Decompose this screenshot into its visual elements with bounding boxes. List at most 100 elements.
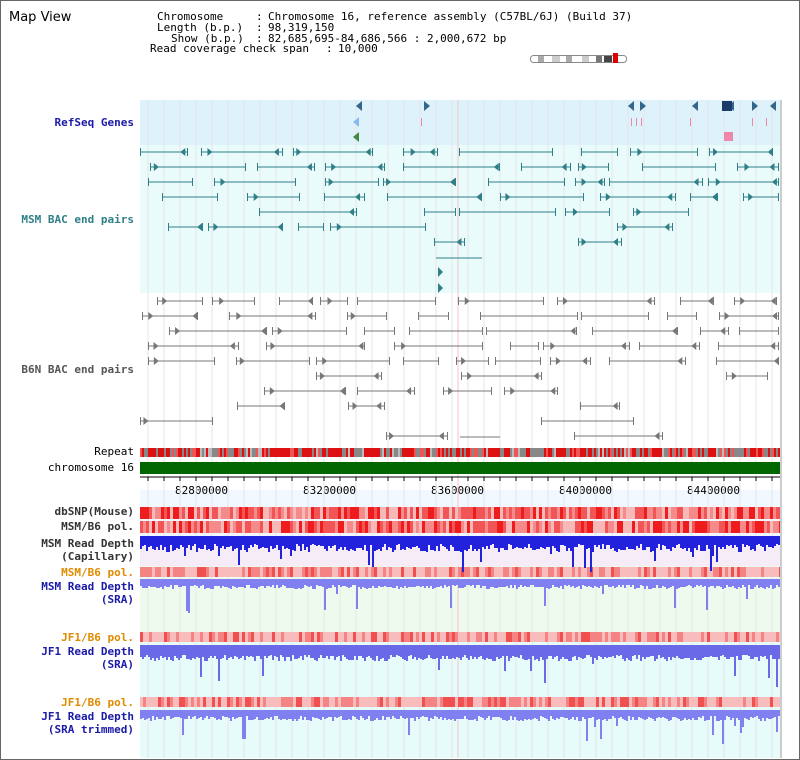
info-length-value: 98,319,150 [268, 21, 335, 34]
msm-b6-pol-strip [317, 521, 320, 533]
msm-b6-pol-strip [398, 521, 401, 533]
dbsnp-strip [443, 507, 446, 519]
msm-capillary-depth-bar [694, 536, 696, 548]
b6n-bac-pair [562, 297, 568, 305]
msm-b6-pol-strip [350, 521, 353, 533]
msm-b6-pol-strip [365, 521, 368, 533]
msm-capillary-depth-bar [758, 536, 760, 544]
jf1-trimmed-depth-bar [402, 710, 404, 718]
jf1-b6-pol-strip [575, 697, 578, 707]
msm-b6-pol-strip [299, 567, 302, 577]
msm-sra-depth-bar [574, 579, 576, 588]
msm-sra-depth-bar [592, 579, 594, 588]
b6n-bac-pair [448, 312, 449, 320]
jf1-sra-depth-bar [748, 645, 750, 656]
jf1-trimmed-depth-bar [394, 710, 396, 718]
jf1-trimmed-depth-bar [586, 710, 588, 741]
msm-b6-pol-strip [698, 567, 701, 577]
jf1-b6-pol-strip [587, 697, 590, 707]
jf1-b6-pol-strip [263, 697, 266, 707]
dbsnp-strip [554, 507, 557, 519]
jf1-trimmed-depth-bar [524, 710, 526, 719]
jf1-b6-pol-strip [515, 697, 518, 707]
msm-capillary-depth-bar [196, 536, 198, 552]
msm-b6-pol-strip [518, 521, 521, 533]
jf1-trimmed-depth-bar [224, 710, 226, 717]
jf1-trimmed-depth-bar [728, 710, 730, 717]
jf1-b6-pol-strip [758, 632, 761, 642]
msm-b6-pol-strip [146, 567, 149, 577]
msm-capillary-depth-bar [578, 536, 580, 544]
jf1-b6-pol-strip [389, 632, 392, 642]
dbsnp-strip [557, 507, 560, 519]
jf1-b6-pol-strip [536, 697, 539, 707]
jf1-b6-pol-strip [251, 632, 254, 642]
chromosome-ideogram[interactable] [530, 53, 628, 63]
msm-sra-depth-bar [170, 579, 172, 585]
msm-bac-pair [148, 178, 149, 186]
msm-b6-pol-strip [689, 567, 692, 577]
b6n-bac-pair [357, 387, 358, 395]
msm-capillary-depth-bar [222, 536, 224, 546]
refseq-gene-mark [640, 101, 646, 111]
msm-capillary-depth-bar [616, 536, 618, 552]
msm-capillary-depth-bar [660, 536, 662, 550]
msm-sra-depth-bar [152, 579, 154, 587]
jf1-b6-pol-strip [191, 632, 194, 642]
msm-bac-pair [220, 178, 226, 186]
dbsnp-strip [605, 507, 608, 519]
jf1-sra-depth-bar [250, 645, 252, 656]
jf1-b6-pol-strip [149, 632, 152, 642]
b6n-bac-pair [550, 387, 556, 395]
jf1-trimmed-depth-bar [490, 710, 492, 720]
jf1-b6-pol-strip [623, 697, 626, 707]
msm-capillary-depth-bar [240, 536, 242, 550]
msm-sra-depth-bar [258, 579, 260, 587]
refseq-exon-mark [641, 118, 642, 126]
msm-b6-pol-strip [425, 521, 428, 533]
jf1-trimmed-depth-bar [612, 710, 614, 716]
jf1-sra-depth-bar [580, 645, 582, 658]
msm-b6-pol-strip [731, 567, 734, 577]
msm-b6-pol-strip [395, 567, 398, 577]
msm-bac-pair [630, 148, 631, 156]
msm-sra-depth-bar [580, 579, 582, 589]
msm-capillary-depth-bar [456, 536, 458, 551]
jf1-b6-pol-strip [254, 632, 257, 642]
msm-b6-pol-strip [548, 521, 551, 533]
msm-bac-pair [708, 178, 709, 186]
jf1-trimmed-depth-bar [356, 710, 358, 719]
repeat-track-segment [306, 448, 308, 457]
repeat-track-segment [170, 448, 172, 457]
msm-sra-depth-bar [446, 579, 448, 587]
msm-capillary-depth-bar [534, 536, 536, 550]
msm-b6-pol-strip [164, 521, 167, 533]
jf1-trimmed-depth-bar [496, 710, 498, 717]
msm-b6-pol-strip [218, 567, 221, 577]
msm-b6-pol-strip [635, 567, 638, 577]
jf1-b6-pol-strip [422, 632, 425, 642]
repeat-track-segment [462, 448, 464, 457]
repeat-track-segment [180, 448, 182, 457]
jf1-trimmed-depth-bar [484, 710, 486, 720]
repeat-track-segment [350, 448, 352, 457]
msm-bac-pair [575, 178, 576, 186]
jf1-sra-depth-bar [502, 645, 504, 656]
jf1-trimmed-depth-bar [672, 710, 674, 717]
msm-sra-depth-bar [456, 579, 458, 585]
msm-sra-depth-bar [382, 579, 384, 587]
msm-capillary-depth-bar [194, 536, 196, 544]
msm-capillary-depth-bar [490, 536, 492, 545]
repeat-track-segment [592, 448, 594, 457]
msm-b6-pol-strip [224, 521, 227, 533]
b6n-bac-pair [699, 342, 700, 350]
b6n-bac-pair [633, 417, 634, 425]
jf1-trimmed-depth-bar [628, 710, 630, 716]
msm-b6-pol-strip [323, 521, 326, 533]
dbsnp-strip [752, 507, 755, 519]
msm-bac-pair [403, 163, 404, 171]
b6n-bac-pair [728, 327, 729, 335]
dbsnp-strip [494, 507, 497, 519]
jf1-b6-pol-strip [173, 697, 176, 707]
